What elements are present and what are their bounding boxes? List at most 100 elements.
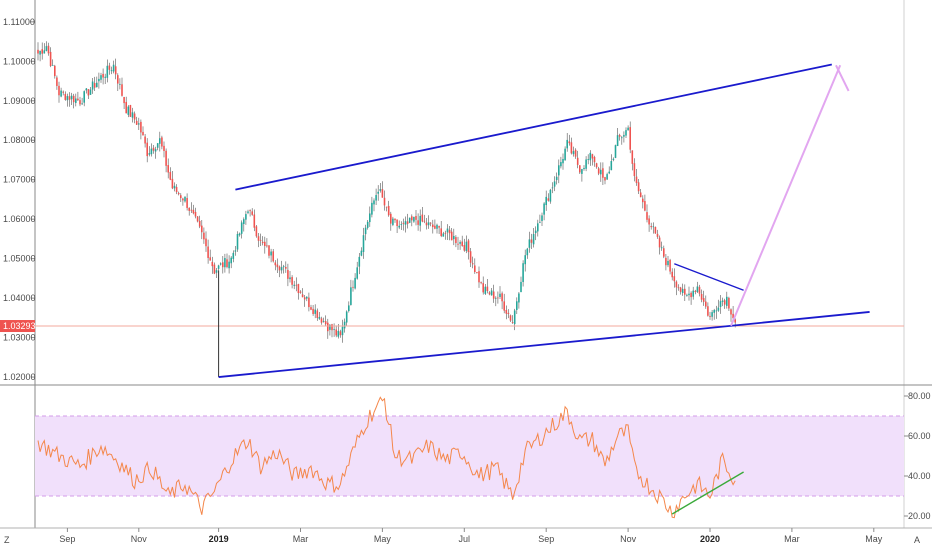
- candle-body: [518, 293, 520, 303]
- candle-body: [327, 322, 329, 332]
- candle-body: [173, 185, 176, 189]
- candle-body: [467, 240, 470, 253]
- candle-body: [343, 321, 346, 329]
- candle-body: [621, 137, 623, 139]
- price-tick-label: 1.05000: [3, 254, 36, 264]
- candle-body: [127, 106, 130, 115]
- candle-body: [459, 242, 461, 244]
- candle-body: [537, 223, 539, 232]
- candle-body: [734, 319, 736, 323]
- auto-scale-a-icon[interactable]: A: [914, 535, 920, 545]
- candle-body: [152, 147, 155, 151]
- candle-body: [505, 309, 508, 314]
- candle-body: [482, 283, 484, 293]
- candle-body: [650, 226, 652, 228]
- candle-body: [266, 245, 268, 247]
- candle-body: [310, 307, 312, 310]
- candle-body: [102, 73, 104, 78]
- candle-body: [421, 214, 424, 222]
- chart-settings-z-icon[interactable]: Z: [4, 535, 10, 545]
- candle-body: [198, 220, 201, 227]
- candle-body: [555, 176, 558, 181]
- candle-body: [549, 189, 552, 202]
- candle-body: [243, 219, 245, 225]
- candle-body: [234, 250, 237, 252]
- candle-body: [646, 212, 648, 220]
- candle-body: [625, 130, 627, 136]
- candle-body: [400, 224, 403, 225]
- candle-body: [131, 112, 134, 118]
- candle-body: [644, 201, 646, 211]
- candle-body: [180, 195, 182, 199]
- candle-body: [700, 293, 703, 300]
- rsi-trendline[interactable]: [671, 471, 744, 515]
- candle-body: [154, 149, 157, 152]
- candle-body: [270, 251, 272, 256]
- candle-body: [41, 49, 43, 54]
- candle-body: [453, 235, 455, 240]
- candle-body: [329, 324, 331, 330]
- candle-body: [513, 310, 516, 325]
- candle-body: [618, 134, 621, 137]
- candle-body: [383, 197, 386, 206]
- candle-body: [385, 206, 388, 208]
- candle-body: [228, 261, 230, 269]
- candle-body: [43, 50, 46, 54]
- price-tick-label: 1.03000: [3, 333, 36, 343]
- candle-body: [230, 257, 232, 264]
- candle-body: [177, 192, 180, 195]
- candle-body: [526, 248, 529, 256]
- candle-body: [341, 326, 344, 336]
- candle-body: [190, 209, 193, 211]
- candle-body: [66, 96, 69, 101]
- candle-body: [196, 216, 199, 222]
- candle-body: [497, 297, 499, 299]
- candle-body: [110, 70, 113, 72]
- price-tick-label: 1.09000: [3, 96, 36, 106]
- time-tick-label: May: [865, 534, 883, 544]
- candle-body: [350, 287, 352, 305]
- price-tick-label: 1.11000: [3, 17, 35, 27]
- candle-body: [484, 286, 487, 294]
- time-tick-label: Mar: [784, 534, 800, 544]
- candle-body: [509, 315, 512, 321]
- candle-body: [257, 236, 260, 241]
- candle-body: [163, 145, 165, 152]
- drawing-tools[interactable]: [218, 63, 870, 378]
- channel-upper-line: [235, 63, 832, 191]
- candle-body: [58, 85, 60, 96]
- candle-body: [106, 65, 109, 78]
- candle-body: [142, 131, 144, 136]
- candle-body: [308, 297, 310, 308]
- candle-body: [637, 182, 640, 192]
- candle-body: [438, 226, 440, 228]
- candle-body: [205, 238, 207, 247]
- time-tick-label: Mar: [293, 534, 309, 544]
- candle-body: [217, 265, 220, 269]
- candle-body: [696, 286, 699, 292]
- candle-body: [728, 297, 730, 309]
- candle-body: [673, 276, 676, 282]
- candle-body: [222, 262, 224, 268]
- candle-body: [268, 245, 270, 256]
- candle-body: [91, 81, 94, 90]
- candle-body: [579, 165, 581, 173]
- candle-body: [291, 277, 293, 285]
- candle-body: [471, 263, 474, 265]
- candle-body: [295, 284, 298, 286]
- candle-body: [663, 248, 665, 257]
- candle-body: [108, 65, 111, 70]
- candle-body: [679, 287, 682, 292]
- candle-body: [192, 209, 195, 214]
- projection-arrow-head: [835, 64, 850, 92]
- candle-body: [280, 267, 283, 271]
- candle-body: [236, 233, 239, 250]
- candle-body: [203, 232, 205, 240]
- candle-body: [396, 219, 398, 227]
- candle-body: [413, 216, 415, 222]
- candle-body: [690, 292, 692, 298]
- candle-body: [362, 235, 365, 252]
- candle-body: [381, 189, 384, 198]
- candle-body: [671, 271, 673, 278]
- candle-body: [558, 165, 560, 176]
